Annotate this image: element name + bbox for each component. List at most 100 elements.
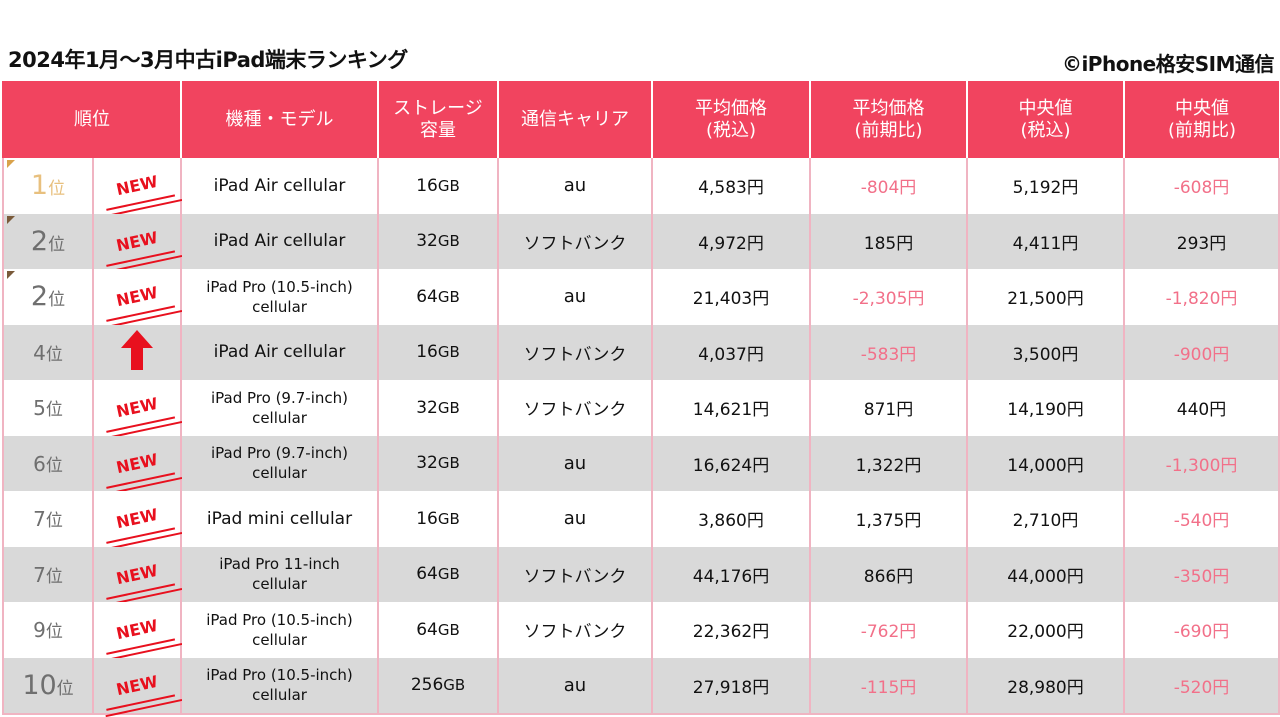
rank-number: 1 <box>30 170 49 202</box>
median-change-cell: -520円 <box>1123 657 1280 715</box>
table-row: 2位 NEW iPad Pro (10.5-inch) cellular 64GB au 2… <box>2 269 1280 325</box>
table-row: 2位 NEW iPad Air cellular 32GB ソフトバンク 4,972円 18… <box>2 213 1280 269</box>
rank-up-arrow-icon <box>120 328 154 377</box>
new-badge: NEW <box>108 280 166 314</box>
table-row: 7位 NEW iPad Pro 11-inch cellular 64GB ソフトバンク 4… <box>2 546 1280 602</box>
model-name: iPad Pro 11-inch <box>219 555 340 574</box>
model-name: iPad Air cellular <box>213 342 346 363</box>
badge-cell: NEW <box>92 158 182 214</box>
rank-suffix: 位 <box>48 234 66 255</box>
storage-cell: 32GB <box>377 435 499 491</box>
model-cell: iPad Pro (10.5-inch) cellular <box>180 657 379 715</box>
avg-price-cell: 4,037円 <box>651 324 811 380</box>
rank-number: 10 <box>22 669 57 701</box>
storage-value: 64 <box>416 619 438 640</box>
avg-price-cell: 21,403円 <box>651 269 811 325</box>
avg-price-cell: 44,176円 <box>651 546 811 602</box>
median-change-cell: -540円 <box>1123 491 1280 547</box>
median-change-cell: -900円 <box>1123 324 1280 380</box>
rank-cell: 4位 <box>2 324 94 380</box>
median-cell: 44,000円 <box>966 546 1125 602</box>
rank-suffix: 位 <box>48 290 66 311</box>
avg-price-cell: 4,972円 <box>651 213 811 269</box>
header-median: 中央値 (税込) <box>966 81 1124 158</box>
storage-unit: GB <box>443 676 466 695</box>
header-median-change-line1: 中央値 <box>1175 97 1229 119</box>
carrier-cell: ソフトバンク <box>497 380 653 436</box>
rank-cell: 5位 <box>2 380 94 436</box>
model-name-line2: cellular <box>252 630 307 649</box>
avg-change-cell: 871円 <box>809 380 968 436</box>
storage-unit: GB <box>437 176 460 195</box>
avg-change-cell: -804円 <box>809 158 968 214</box>
carrier-cell: au <box>497 657 653 715</box>
rank-cell: 2位 <box>2 269 94 325</box>
rank-cell: 2位 <box>2 213 94 269</box>
median-change-cell: 440円 <box>1123 380 1280 436</box>
avg-change-cell: 1,322円 <box>809 435 968 491</box>
rank-cell: 10位 <box>2 657 94 715</box>
median-change-cell: -350円 <box>1123 546 1280 602</box>
storage-unit: GB <box>437 287 460 306</box>
model-name: iPad Pro (9.7-inch) <box>211 444 348 463</box>
model-cell: iPad Pro (10.5-inch) cellular <box>180 269 379 325</box>
avg-change-cell: -115円 <box>809 657 968 715</box>
median-cell: 5,192円 <box>966 158 1125 214</box>
storage-value: 32 <box>416 453 438 474</box>
triangle-corner-icon <box>7 215 15 224</box>
credit-text: ©iPhone格安SIM通信 <box>1061 52 1275 76</box>
avg-price-cell: 22,362円 <box>651 602 811 658</box>
model-cell: iPad Pro (10.5-inch) cellular <box>180 602 379 658</box>
new-badge: NEW <box>108 613 166 647</box>
page-title: 2024年1月～3月中古iPad端末ランキング <box>8 48 408 72</box>
header-model-label: 機種・モデル <box>225 108 334 130</box>
badge-cell: NEW <box>92 491 182 547</box>
header-avg-price-line1: 平均価格 <box>695 97 767 119</box>
rank-suffix: 位 <box>45 400 63 421</box>
storage-cell: 64GB <box>377 602 499 658</box>
header-model: 機種・モデル <box>180 81 378 158</box>
rank-suffix: 位 <box>48 179 66 200</box>
model-cell: iPad Air cellular <box>180 158 379 214</box>
new-badge: NEW <box>108 446 166 480</box>
avg-price-cell: 14,621円 <box>651 380 811 436</box>
table-row: 5位 NEW iPad Pro (9.7-inch) cellular 32GB ソフトバ… <box>2 380 1280 436</box>
carrier-cell: ソフトバンク <box>497 324 653 380</box>
rank-number: 4 <box>33 340 46 365</box>
header-avg-price: 平均価格 (税込) <box>651 81 810 158</box>
median-change-cell: -608円 <box>1123 158 1280 214</box>
new-badge: NEW <box>108 502 166 536</box>
badge-cell <box>92 324 182 380</box>
header-storage-line1: ストレージ <box>393 97 483 119</box>
median-change-cell: -1,300円 <box>1123 435 1280 491</box>
model-cell: iPad Air cellular <box>180 324 379 380</box>
header-median-change-line2: (前期比) <box>1167 119 1237 141</box>
header-median-change: 中央値 (前期比) <box>1123 81 1279 158</box>
model-name-line2: cellular <box>252 575 307 594</box>
rank-suffix: 位 <box>45 622 63 643</box>
avg-price-cell: 27,918円 <box>651 657 811 715</box>
storage-cell: 64GB <box>377 546 499 602</box>
carrier-cell: au <box>497 435 653 491</box>
table-row: 9位 NEW iPad Pro (10.5-inch) cellular 64GB ソフト… <box>2 602 1280 658</box>
header-carrier: 通信キャリア <box>497 81 652 158</box>
carrier-cell: ソフトバンク <box>497 602 653 658</box>
avg-change-cell: -583円 <box>809 324 968 380</box>
model-name: iPad Pro (10.5-inch) <box>206 277 353 296</box>
model-cell: iPad mini cellular <box>180 491 379 547</box>
badge-cell: NEW <box>92 435 182 491</box>
carrier-cell: au <box>497 491 653 547</box>
badge-cell: NEW <box>92 269 182 325</box>
storage-unit: GB <box>437 454 460 473</box>
carrier-cell: au <box>497 269 653 325</box>
header-median-line2: (税込) <box>1020 119 1071 141</box>
rank-suffix: 位 <box>56 678 74 699</box>
rank-number: 5 <box>33 396 46 421</box>
header-avg-change-line1: 平均価格 <box>852 97 925 119</box>
rank-number: 7 <box>33 507 46 532</box>
storage-unit: GB <box>437 232 460 251</box>
median-cell: 22,000円 <box>966 602 1125 658</box>
model-name: iPad mini cellular <box>206 508 353 529</box>
rank-cell: 7位 <box>2 491 94 547</box>
median-change-cell: -690円 <box>1123 602 1280 658</box>
